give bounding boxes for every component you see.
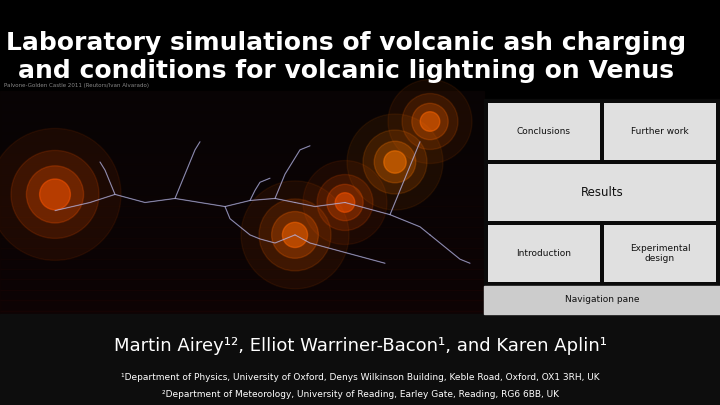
Bar	[0, 373, 484, 384]
Circle shape	[259, 199, 331, 271]
Bar	[488, 225, 600, 282]
Bar	[0, 301, 484, 311]
Circle shape	[388, 79, 472, 164]
Bar	[0, 91, 484, 405]
Circle shape	[317, 175, 373, 230]
Bar	[0, 123, 484, 133]
Circle shape	[271, 211, 318, 258]
Text: Navigation pane: Navigation pane	[564, 295, 639, 305]
Text: and conditions for volcanic lightning on Venus: and conditions for volcanic lightning on…	[17, 59, 674, 83]
Bar	[0, 363, 484, 373]
Bar	[0, 238, 484, 248]
Bar	[0, 314, 720, 405]
Text: Martin Airey¹², Elliot Warriner-Bacon¹, and Karen Aplin¹: Martin Airey¹², Elliot Warriner-Bacon¹, …	[114, 337, 606, 355]
Bar	[484, 286, 720, 314]
Bar	[0, 342, 484, 353]
Bar	[0, 143, 484, 154]
Bar	[0, 353, 484, 363]
Circle shape	[384, 151, 406, 173]
Circle shape	[303, 160, 387, 245]
Text: Introduction: Introduction	[516, 249, 572, 258]
Circle shape	[347, 114, 443, 210]
Bar	[0, 206, 484, 217]
Bar	[0, 102, 484, 112]
Bar	[0, 279, 484, 290]
Circle shape	[402, 94, 458, 149]
Bar	[0, 164, 484, 175]
Bar	[0, 133, 484, 143]
Circle shape	[40, 179, 71, 210]
Circle shape	[327, 184, 363, 221]
Circle shape	[241, 181, 349, 289]
Text: ²Department of Meteorology, University of Reading, Earley Gate, Reading, RG6 6BB: ²Department of Meteorology, University o…	[161, 390, 559, 399]
Bar	[0, 154, 484, 164]
Bar	[0, 185, 484, 196]
Text: Further work: Further work	[631, 127, 689, 136]
Circle shape	[336, 193, 355, 212]
Bar	[604, 103, 716, 160]
Text: ¹Department of Physics, University of Oxford, Denys Wilkinson Building, Keble Ro: ¹Department of Physics, University of Ox…	[121, 373, 599, 382]
Bar	[0, 269, 484, 279]
Circle shape	[412, 103, 448, 140]
Text: Results: Results	[580, 186, 624, 199]
Bar	[484, 99, 720, 314]
Circle shape	[27, 166, 84, 223]
Bar	[604, 225, 716, 282]
Bar	[0, 175, 484, 185]
Bar	[488, 164, 716, 221]
Bar	[0, 258, 484, 269]
Bar	[0, 217, 484, 227]
Circle shape	[0, 128, 121, 260]
Circle shape	[11, 150, 99, 239]
Bar	[0, 332, 484, 342]
Text: Palvone-Golden Castle 2011 (Reutors/Ivan Alvarado): Palvone-Golden Castle 2011 (Reutors/Ivan…	[4, 83, 149, 88]
Bar	[0, 290, 484, 301]
Circle shape	[420, 112, 440, 131]
Bar	[488, 103, 600, 160]
Text: Laboratory simulations of volcanic ash charging: Laboratory simulations of volcanic ash c…	[6, 30, 685, 55]
Bar	[0, 311, 484, 321]
Bar	[0, 321, 484, 332]
Bar	[0, 227, 484, 238]
Bar	[0, 384, 484, 394]
Circle shape	[363, 130, 427, 194]
Text: Experimental
design: Experimental design	[630, 244, 690, 263]
Circle shape	[282, 222, 307, 247]
Text: Conclusions: Conclusions	[517, 127, 571, 136]
Bar	[0, 394, 484, 405]
Bar	[0, 196, 484, 206]
Bar	[0, 91, 484, 102]
Bar	[0, 248, 484, 258]
Circle shape	[374, 141, 416, 183]
Bar	[0, 112, 484, 122]
